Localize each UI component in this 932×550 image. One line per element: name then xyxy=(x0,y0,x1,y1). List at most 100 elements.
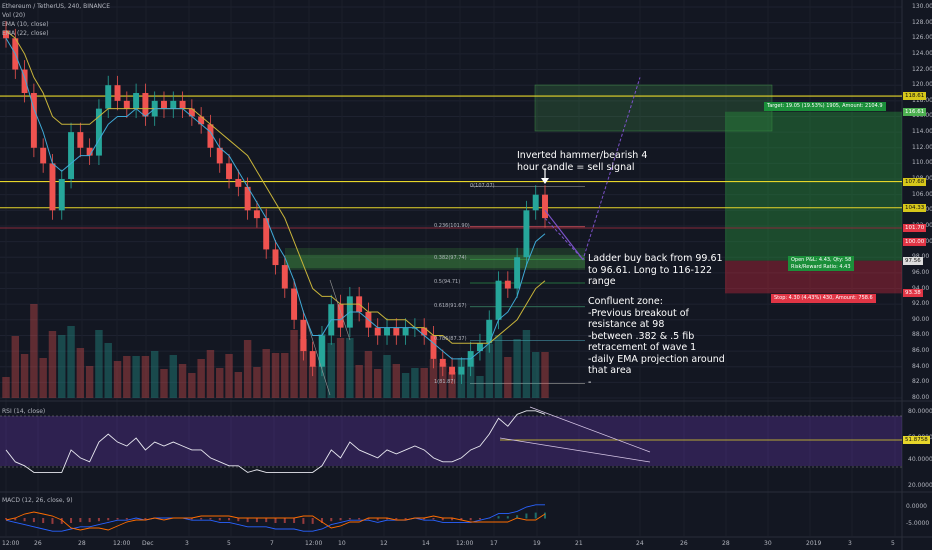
volume-bar xyxy=(281,353,289,398)
macd-hist xyxy=(330,518,333,522)
ladder-line: to 96.61. Long to 116-122 xyxy=(588,264,713,276)
volume-bar xyxy=(76,348,85,398)
x-tick-label: 3 xyxy=(848,540,852,547)
candle xyxy=(114,85,121,101)
rsi-line xyxy=(5,410,546,473)
volume-bar xyxy=(383,355,391,398)
macd-hist xyxy=(404,518,407,520)
volume-bar xyxy=(67,326,75,398)
horizontal-levels xyxy=(0,95,902,229)
price-tick-label: 90.00 xyxy=(912,315,930,323)
price-tick-label: 84.00 xyxy=(912,362,930,370)
volume-bar xyxy=(494,335,503,398)
macd-hist xyxy=(14,518,17,521)
volume-bar xyxy=(374,369,382,398)
volume-bar xyxy=(11,336,20,398)
confluent-line: -daily EMA projection around xyxy=(588,353,725,365)
profit-zone xyxy=(725,111,902,261)
candle xyxy=(161,100,167,109)
rsi-panel xyxy=(0,406,902,473)
candle xyxy=(430,335,437,359)
macd-hist xyxy=(293,518,296,523)
stop-box[interactable]: Stop: 4.30 (4.43%) 430, Amount: 758.6 xyxy=(771,294,876,303)
macd-hist xyxy=(534,512,537,519)
rsi-label[interactable]: RSI (14, close) xyxy=(2,408,46,415)
volume-bar xyxy=(513,339,521,398)
candle xyxy=(309,351,316,367)
price-tag: 93.38 xyxy=(903,289,923,298)
volume-bar xyxy=(262,349,270,398)
price-tick-label: 126.00 xyxy=(912,34,932,42)
price-tag: 107.68 xyxy=(903,177,927,186)
x-tick-label: 7 xyxy=(270,540,274,547)
volume-bar xyxy=(169,355,177,398)
trend-line xyxy=(306,321,331,396)
macd-hist xyxy=(423,518,426,520)
price-tag: 118.61 xyxy=(903,92,927,101)
x-tick-label: 28 xyxy=(78,540,86,547)
macd-hist xyxy=(469,518,472,521)
x-tick-label: 19 xyxy=(533,540,541,547)
macd-hist xyxy=(107,518,110,521)
macd-hist xyxy=(218,518,221,521)
symbol-title: Ethereum / TetherUS, 240, BINANCE xyxy=(2,3,111,10)
macd-hist xyxy=(5,518,7,520)
candle xyxy=(421,327,428,336)
candle xyxy=(235,179,242,187)
candle xyxy=(21,69,28,94)
x-tick-label: 12:00 xyxy=(2,540,20,547)
rsi-tag: 51.8758 xyxy=(903,436,930,444)
price-tick-label: 92.00 xyxy=(912,300,930,308)
volume-bar xyxy=(420,368,428,398)
macd-hist xyxy=(311,518,314,524)
price-tick-label: 80.00 xyxy=(912,394,930,401)
macd-hist xyxy=(441,518,444,521)
volume-bar xyxy=(206,350,215,398)
price-tick-label: 94.00 xyxy=(912,284,930,292)
buy-zone xyxy=(285,254,585,269)
volume-bar xyxy=(234,372,243,398)
volume-bar xyxy=(346,338,354,398)
volume-bars xyxy=(2,304,549,398)
x-tick-label: 14 xyxy=(422,540,430,547)
indicator-vol[interactable]: Vol (20) xyxy=(2,12,26,19)
x-tick-label: 12:00 xyxy=(113,540,131,547)
volume-bar xyxy=(216,368,224,398)
macd-hist xyxy=(23,518,26,522)
target-box[interactable]: Target: 19.05 (19.53%) 1905, Amount: 210… xyxy=(764,102,886,111)
candle xyxy=(272,249,279,266)
macd-hist xyxy=(358,518,361,520)
open-pl-box[interactable]: Open P&L: 4.43, Qty: 58 Risk/Reward Rati… xyxy=(788,256,855,271)
fib-retracement xyxy=(470,185,585,384)
indicator-ema22[interactable]: EMA (22, close) xyxy=(2,30,49,37)
volume-bar xyxy=(178,364,187,398)
candle xyxy=(105,85,112,109)
candle xyxy=(142,93,149,117)
candle xyxy=(30,93,37,148)
macd-hist xyxy=(51,518,54,524)
fib-label: 0.236(101.90) xyxy=(434,222,470,229)
signal-line: Inverted hammer/bearish 4 xyxy=(517,150,648,161)
macd-hist xyxy=(265,518,268,523)
macd-hist xyxy=(255,518,258,523)
macd-hist xyxy=(339,518,342,521)
price-tick-label: 118.00 xyxy=(912,96,932,104)
indicator-ema10[interactable]: EMA (10, close) xyxy=(2,21,49,28)
candle xyxy=(198,116,205,125)
macd-hist xyxy=(144,518,147,520)
macd-hist xyxy=(451,518,454,521)
volume-bar xyxy=(58,335,66,398)
macd-label[interactable]: MACD (12, 26, close, 9) xyxy=(2,497,73,504)
x-tick-label: 30 xyxy=(764,540,772,547)
price-tag: 101.70 xyxy=(903,224,927,233)
candle xyxy=(504,280,511,289)
projection-leg xyxy=(544,209,584,260)
volume-bar xyxy=(113,361,122,398)
candle xyxy=(523,210,530,258)
volume-bar xyxy=(531,352,540,398)
fib-label: 0.786(87.37) xyxy=(434,336,467,343)
candle xyxy=(439,358,446,367)
volume-bar xyxy=(364,351,373,398)
buy-zone-ext xyxy=(285,248,585,270)
